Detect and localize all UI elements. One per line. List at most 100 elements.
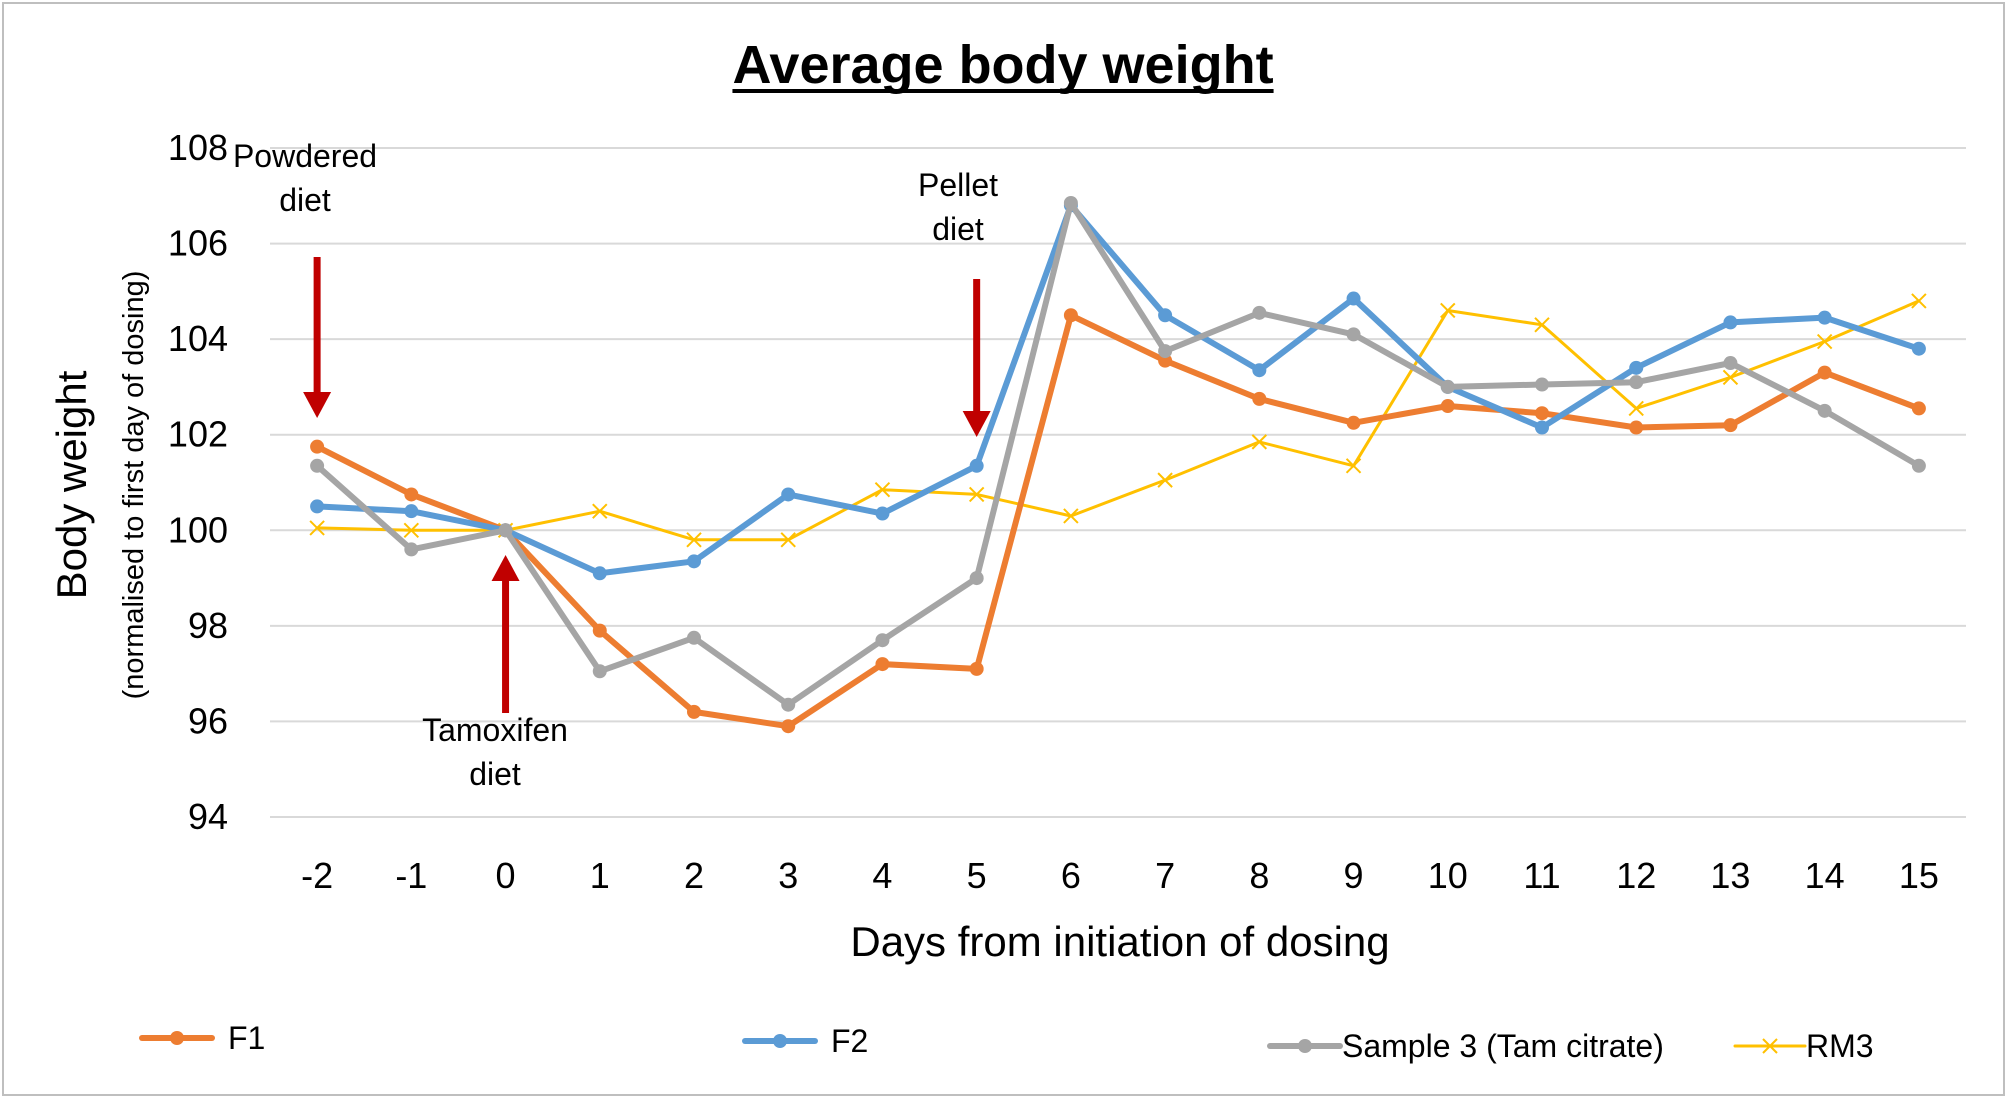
sample-3-tam-citrate-point xyxy=(781,697,796,712)
f1-point xyxy=(404,487,419,502)
f2-point xyxy=(1817,310,1832,325)
rm3-point xyxy=(1157,472,1173,488)
sample-3-tam-citrate-point xyxy=(1817,403,1832,418)
legend-item-f2: F2 xyxy=(742,1023,868,1059)
sample-3-tam-citrate-point xyxy=(1158,344,1173,359)
series-sample-3-tam-citrate xyxy=(310,195,1926,712)
rm3-point xyxy=(1345,458,1362,474)
arrow-undefined-icon xyxy=(303,257,332,418)
x-tick-label: 13 xyxy=(1710,855,1750,896)
series-f2 xyxy=(310,198,1926,581)
f2-point xyxy=(310,499,325,514)
legend-item-sample-3-tam-citrate: Sample 3 (Tam citrate) xyxy=(1267,1028,1664,1064)
annotation-powdered: Powdered diet xyxy=(233,138,377,418)
y-tick-label: 98 xyxy=(188,605,228,646)
arrow-undefined-icon xyxy=(491,555,520,713)
legend-sample-3-tam-citrate-point xyxy=(1298,1039,1312,1053)
chart-title: Average body weight xyxy=(732,35,1273,95)
legend-label: F1 xyxy=(228,1020,265,1056)
arrow-undefined-icon xyxy=(962,279,991,437)
f1-point xyxy=(310,439,325,454)
f2-point xyxy=(1252,363,1267,378)
rm3-point xyxy=(1063,508,1079,524)
legend-label: F2 xyxy=(831,1023,868,1059)
series-line-f2 xyxy=(314,202,1922,577)
rm3-point xyxy=(1534,317,1550,333)
series-line-sample-3-tam-citrate xyxy=(314,200,1922,708)
legend: F1 F2 Sample 3 (Tam citrate) RM3 xyxy=(139,1020,1874,1064)
f1-point xyxy=(1629,420,1644,435)
f2-point xyxy=(875,506,890,521)
f2-point xyxy=(404,504,419,519)
annotation-label: Pellet xyxy=(918,167,998,203)
x-tick-label: 6 xyxy=(1061,855,1081,896)
x-tick-label: 10 xyxy=(1428,855,1468,896)
sample-3-tam-citrate-point xyxy=(498,523,513,538)
x-tick-label: 3 xyxy=(778,855,798,896)
series-f1 xyxy=(310,308,1926,734)
legend-f2-point xyxy=(773,1034,787,1048)
x-tick-label: 12 xyxy=(1616,855,1656,896)
sample-3-tam-citrate-point xyxy=(1535,377,1549,392)
legend-f1-point xyxy=(170,1031,184,1045)
sample-3-tam-citrate-point xyxy=(1629,375,1644,390)
f2-point xyxy=(1629,360,1644,375)
f1-point xyxy=(1346,415,1361,430)
f2-point xyxy=(781,487,796,502)
sample-3-tam-citrate-point xyxy=(1911,458,1926,473)
sample-3-tam-citrate-point xyxy=(687,630,701,645)
y-axis-subtitle: (normalised to first day of dosing) xyxy=(118,271,150,700)
series-rm3 xyxy=(309,293,1927,548)
x-tick-label: 5 xyxy=(967,855,987,896)
legend-label: RM3 xyxy=(1806,1028,1874,1064)
sample-3-tam-citrate-point xyxy=(1346,327,1361,342)
rm3-point xyxy=(403,522,420,538)
sample-3-tam-citrate-point xyxy=(1063,195,1078,210)
f1-point xyxy=(687,704,701,719)
x-tick-label: 2 xyxy=(684,855,704,896)
f2-point xyxy=(969,458,984,473)
rm3-point xyxy=(1251,434,1268,450)
f1-point xyxy=(969,661,984,676)
x-tick-label: 8 xyxy=(1249,855,1269,896)
f2-point xyxy=(1911,341,1926,356)
annotation-label: Powdered xyxy=(233,138,377,174)
x-tick-label: 14 xyxy=(1805,855,1845,896)
sample-3-tam-citrate-point xyxy=(1252,305,1267,320)
series-line-f1 xyxy=(314,312,1922,730)
gridlines xyxy=(270,147,1966,818)
y-tick-label: 100 xyxy=(168,509,228,550)
rm3-point xyxy=(1722,369,1739,386)
x-tick-label: 15 xyxy=(1899,855,1939,896)
x-tick-label: 1 xyxy=(590,855,610,896)
series-line-rm3 xyxy=(315,299,1921,542)
rm3-point xyxy=(592,503,608,519)
x-tick-label: -1 xyxy=(395,855,427,896)
f1-point xyxy=(1252,391,1267,406)
y-axis-ticks: 94 96 98 100 102 104 106 108 xyxy=(168,127,228,837)
f2-point xyxy=(592,566,607,581)
x-tick-label: -2 xyxy=(301,855,333,896)
annotations: Powdered diet Tamoxifen diet Pellet diet xyxy=(233,138,998,792)
y-axis-title: Body weight xyxy=(48,370,95,599)
f1-point xyxy=(781,719,796,734)
rm3-point xyxy=(1440,302,1456,319)
f1-point xyxy=(1911,401,1926,416)
y-tick-label: 102 xyxy=(168,414,228,455)
sample-3-tam-citrate-point xyxy=(310,458,325,473)
sample-3-tam-citrate-point xyxy=(1723,356,1738,371)
f2-point xyxy=(1158,308,1173,323)
y-tick-label: 94 xyxy=(188,796,228,837)
annotation-label: diet xyxy=(279,182,331,218)
x-tick-label: 11 xyxy=(1523,855,1560,896)
annotation-label: Tamoxifen xyxy=(422,712,568,748)
f1-point xyxy=(875,657,890,672)
x-axis-ticks: -2 -1 0 1 2 3 4 5 6 7 8 9 10 11 12 13 14 15 xyxy=(301,855,1939,896)
legend-item-f1: F1 xyxy=(139,1020,265,1056)
rm3-point xyxy=(780,532,796,548)
sample-3-tam-citrate-point xyxy=(592,664,607,679)
rm3-point xyxy=(1911,293,1927,309)
f2-point xyxy=(1535,420,1549,435)
